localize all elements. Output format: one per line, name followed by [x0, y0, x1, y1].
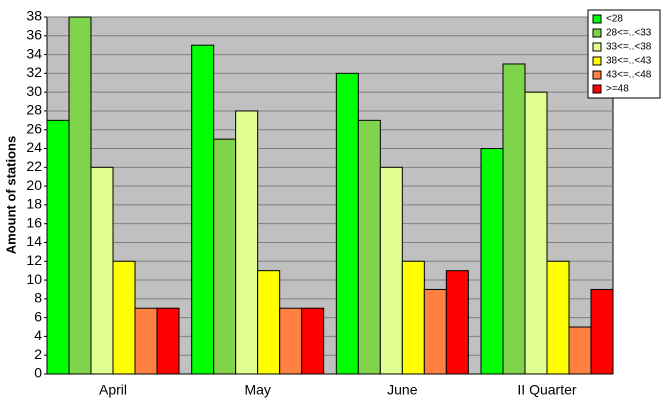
legend-label: 28<=..<33	[606, 28, 652, 39]
bar	[90, 166, 114, 375]
bar	[134, 307, 158, 375]
legend-swatch	[592, 28, 602, 38]
bar	[546, 260, 570, 375]
bar	[257, 270, 281, 375]
bar	[213, 138, 237, 375]
legend-label: 33<=..<38	[606, 42, 652, 53]
x-tick-label: II Quarter	[517, 382, 576, 398]
bar	[502, 63, 526, 375]
y-tick-label: 4	[34, 327, 42, 343]
y-tick-label: 6	[34, 308, 42, 324]
y-tick-label: 30	[26, 83, 42, 99]
legend-swatch	[592, 56, 602, 66]
bar	[480, 148, 504, 375]
bar	[423, 288, 447, 375]
bar	[112, 260, 136, 375]
legend: <28 28<=..<33 33<=..<38 38<=..<43 43<=..<48 >…	[587, 9, 661, 99]
y-tick-label: 32	[26, 64, 42, 80]
y-tick-label: 38	[26, 8, 42, 24]
y-tick-label: 22	[26, 158, 42, 174]
x-tick-label: May	[244, 382, 270, 398]
bar	[235, 110, 259, 375]
y-tick-label: 2	[34, 346, 42, 362]
bar	[335, 72, 359, 375]
bar	[445, 270, 469, 375]
y-tick-label: 12	[26, 252, 42, 268]
y-tick-label: 26	[26, 120, 42, 136]
bar	[68, 16, 92, 375]
y-tick-label: 20	[26, 177, 42, 193]
legend-label: >=48	[606, 84, 629, 95]
y-tick-label: 24	[26, 139, 42, 155]
bar	[156, 307, 180, 375]
legend-box	[587, 9, 661, 99]
y-tick-label: 36	[26, 26, 42, 42]
y-tick-label: 14	[26, 233, 42, 249]
y-tick-label: 28	[26, 102, 42, 118]
bar	[357, 119, 381, 375]
legend-label: 43<=..<48	[606, 70, 652, 81]
bar	[568, 326, 592, 375]
bar	[524, 91, 548, 375]
bar	[279, 307, 303, 375]
bar	[46, 119, 70, 375]
y-axis-label: Amount of stations	[3, 136, 18, 254]
legend-swatch	[592, 14, 602, 24]
bar	[301, 307, 325, 375]
legend-label: <28	[606, 14, 623, 25]
bar	[191, 44, 215, 375]
y-tick-label: 10	[26, 271, 42, 287]
bar	[401, 260, 425, 375]
bar	[379, 166, 403, 375]
y-tick-label: 16	[26, 214, 42, 230]
y-tick-label: 18	[26, 196, 42, 212]
y-tick-label: 0	[34, 365, 42, 381]
y-tick-label: 8	[34, 290, 42, 306]
legend-swatch	[592, 84, 602, 94]
legend-label: 38<=..<43	[606, 56, 652, 67]
bar	[590, 288, 614, 375]
legend-swatch	[592, 70, 602, 80]
y-tick-label: 34	[26, 45, 42, 61]
x-tick-label: April	[99, 382, 127, 398]
legend-swatch	[592, 42, 602, 52]
x-tick-label: June	[387, 382, 418, 398]
